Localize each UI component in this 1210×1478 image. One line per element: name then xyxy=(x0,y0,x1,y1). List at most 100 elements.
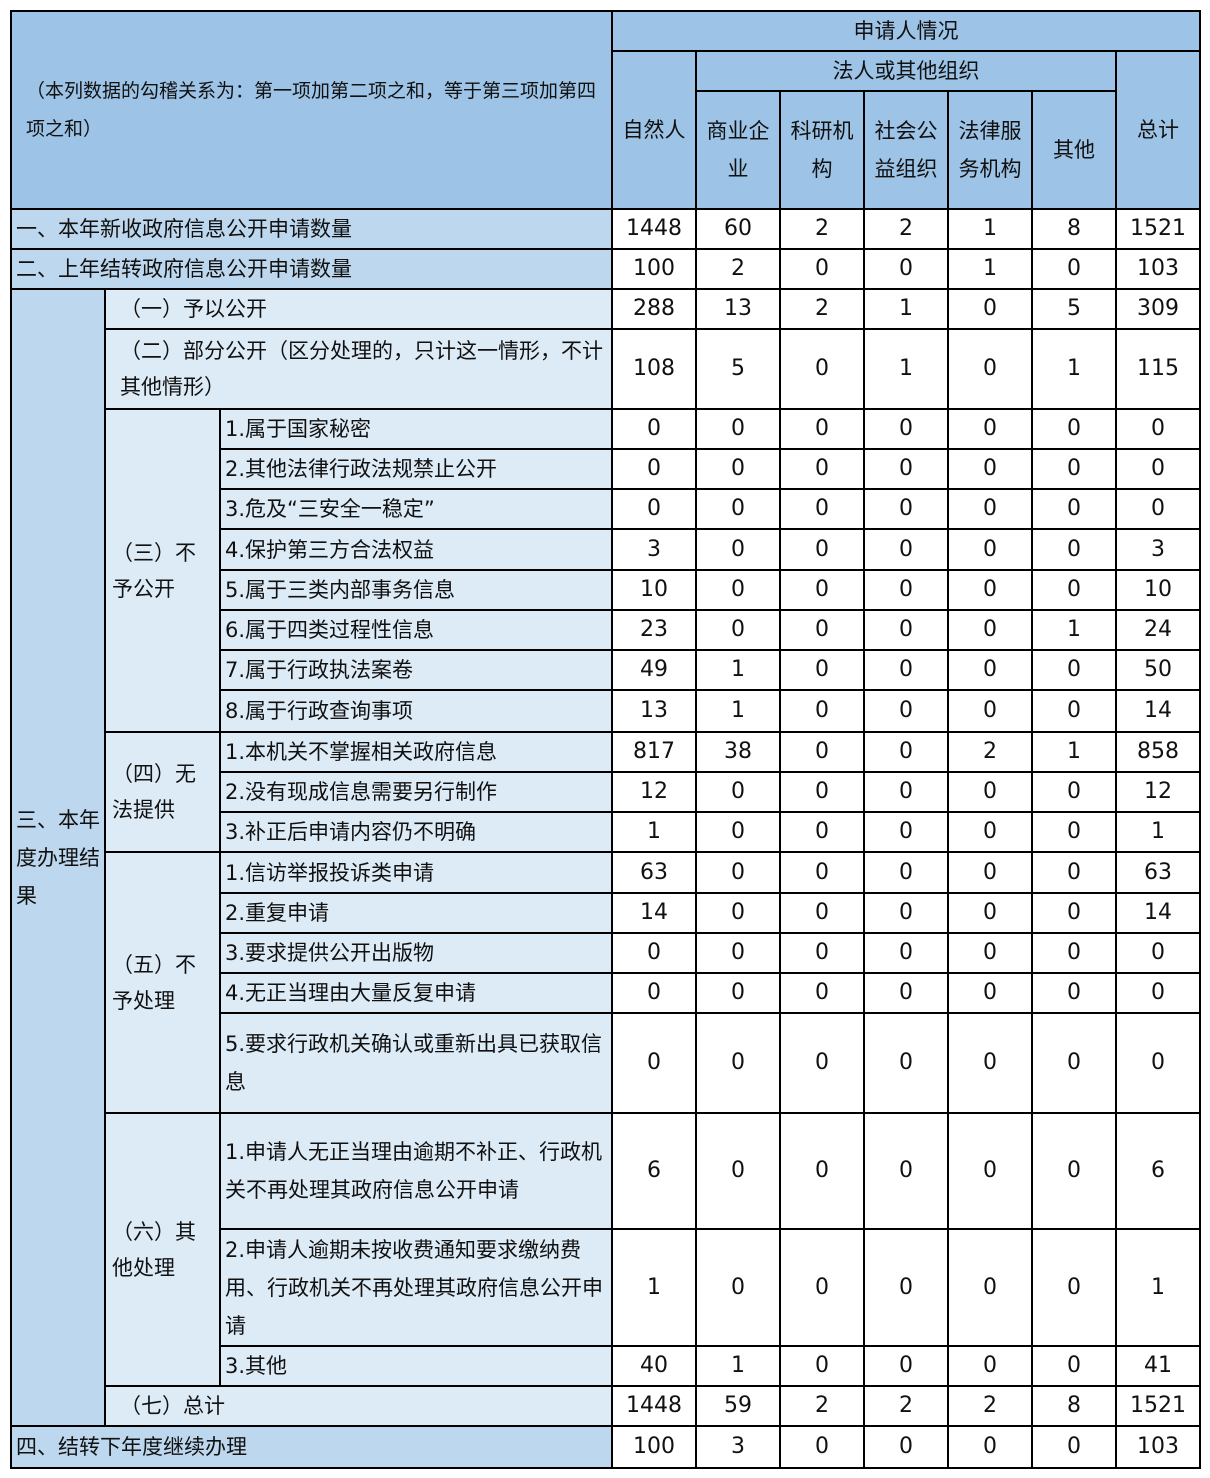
value-cell: 3 xyxy=(695,1425,782,1469)
value-cell: 49 xyxy=(611,649,698,691)
value-cell: 0 xyxy=(947,1345,1034,1387)
result-group-label: 三、本年度办理结果 xyxy=(10,288,106,1427)
value-cell: 858 xyxy=(1115,731,1202,773)
value-cell: 0 xyxy=(863,649,950,691)
value-cell: 2 xyxy=(947,1385,1034,1427)
value-cell: 0 xyxy=(947,932,1034,974)
header-note: （本列数据的勾稽关系为：第一项加第二项之和，等于第三项加第四项之和） xyxy=(9,10,614,210)
row-label: 2.申请人逾期未按收费通知要求缴纳费用、行政机关不再处理其政府信息公开申请 xyxy=(218,1228,614,1347)
table-row: （三）不予公开 1.属于国家秘密 0 0 0 0 0 0 0 xyxy=(11,408,1202,733)
value-cell: 1 xyxy=(1031,731,1118,773)
value-cell: 0 xyxy=(611,448,698,490)
row-label: 二、上年结转政府信息公开申请数量 xyxy=(9,248,614,290)
row-label: 3.要求提供公开出版物 xyxy=(218,932,614,974)
value-cell: 0 xyxy=(695,488,782,530)
row-label: 6.属于四类过程性信息 xyxy=(218,609,614,651)
value-cell: 2 xyxy=(779,208,866,250)
value-cell: 0 xyxy=(947,328,1034,410)
value-cell: 59 xyxy=(695,1385,782,1427)
value-cell: 0 xyxy=(947,1012,1034,1114)
table-row: 7.属于行政执法案卷 49 1 0 0 0 0 50 xyxy=(11,649,1202,691)
table-row: （二）部分公开（区分处理的，只计这一情形，不计其他情形） 108 5 0 1 0 1 115 xyxy=(11,328,1202,410)
value-cell: 3 xyxy=(611,528,698,571)
value-cell: 0 xyxy=(695,972,782,1014)
value-cell: 0 xyxy=(863,731,950,773)
value-cell: 0 xyxy=(779,609,866,651)
table-row: 三、本年度办理结果 （一）予以公开 288 13 2 1 0 5 309 xyxy=(10,288,1202,1427)
value-cell: 0 xyxy=(1115,448,1202,490)
value-cell: 0 xyxy=(1115,932,1202,974)
table-row: 2.没有现成信息需要另行制作 12 0 0 0 0 0 12 xyxy=(11,771,1202,813)
value-cell: 0 xyxy=(1031,771,1118,813)
value-cell: 0 xyxy=(779,731,866,773)
value-cell: 0 xyxy=(1031,1345,1118,1387)
statistics-table: （本列数据的勾稽关系为：第一项加第二项之和，等于第三项加第四项之和） 申请人情况… xyxy=(9,10,1202,1469)
table-row: 5.属于三类内部事务信息 10 0 0 0 0 0 10 xyxy=(11,569,1202,611)
value-cell: 1 xyxy=(863,328,950,410)
value-cell: 0 xyxy=(695,448,782,490)
value-cell: 108 xyxy=(611,328,698,410)
value-cell: 309 xyxy=(1115,288,1202,330)
value-cell: 0 xyxy=(863,448,950,490)
value-cell: 0 xyxy=(695,811,782,853)
table-row: 8.属于行政查询事项 13 1 0 0 0 0 14 xyxy=(11,689,1202,733)
table-row: 二、上年结转政府信息公开申请数量 100 2 0 0 1 0 103 xyxy=(9,248,1202,290)
value-cell: 0 xyxy=(947,569,1034,611)
value-cell: 103 xyxy=(1115,248,1202,290)
value-cell: 0 xyxy=(695,1228,782,1347)
value-cell: 1448 xyxy=(611,1385,698,1427)
value-cell: 0 xyxy=(1031,569,1118,611)
value-cell: 100 xyxy=(611,248,698,290)
header-col: 其他 xyxy=(1031,90,1118,210)
value-cell: 0 xyxy=(863,972,950,1014)
subgroup-label: （五）不予处理 xyxy=(104,851,221,1114)
table-row: 2.申请人逾期未按收费通知要求缴纳费用、行政机关不再处理其政府信息公开申请 1 0 0… xyxy=(11,1228,1202,1347)
value-cell: 100 xyxy=(611,1425,698,1469)
value-cell: 0 xyxy=(1031,1425,1118,1469)
value-cell: 38 xyxy=(695,731,782,773)
value-cell: 2 xyxy=(863,208,950,250)
row-label: 四、结转下年度继续办理 xyxy=(9,1425,614,1469)
value-cell: 288 xyxy=(611,288,698,330)
value-cell: 1 xyxy=(611,811,698,853)
row-label: （一）予以公开 xyxy=(103,288,614,330)
value-cell: 0 xyxy=(1031,892,1118,934)
value-cell: 13 xyxy=(611,689,698,733)
value-cell: 0 xyxy=(779,1425,866,1469)
value-cell: 0 xyxy=(779,1228,866,1347)
value-cell: 12 xyxy=(1115,771,1202,813)
value-cell: 0 xyxy=(863,1345,950,1387)
row-label: 2.其他法律行政法规禁止公开 xyxy=(218,448,614,490)
value-cell: 0 xyxy=(779,892,866,934)
value-cell: 1 xyxy=(1115,1228,1202,1347)
value-cell: 0 xyxy=(695,569,782,611)
value-cell: 0 xyxy=(695,609,782,651)
value-cell: 0 xyxy=(611,408,698,450)
value-cell: 12 xyxy=(611,771,698,813)
value-cell: 0 xyxy=(1031,972,1118,1014)
value-cell: 0 xyxy=(947,1112,1034,1230)
value-cell: 1 xyxy=(1031,328,1118,410)
row-label: 一、本年新收政府信息公开申请数量 xyxy=(9,208,614,250)
value-cell: 63 xyxy=(611,851,698,894)
value-cell: 0 xyxy=(779,771,866,813)
row-label: 4.无正当理由大量反复申请 xyxy=(218,972,614,1014)
value-cell: 0 xyxy=(947,689,1034,733)
value-cell: 1448 xyxy=(611,208,698,250)
value-cell: 0 xyxy=(947,851,1034,894)
row-label: （二）部分公开（区分处理的，只计这一情形，不计其他情形） xyxy=(103,328,614,410)
value-cell: 1 xyxy=(863,288,950,330)
row-label: 1.信访举报投诉类申请 xyxy=(218,851,614,894)
value-cell: 0 xyxy=(947,288,1034,330)
value-cell: 14 xyxy=(1115,892,1202,934)
value-cell: 0 xyxy=(695,771,782,813)
value-cell: 1 xyxy=(695,649,782,691)
value-cell: 0 xyxy=(611,488,698,530)
value-cell: 2 xyxy=(947,731,1034,773)
header-applicant: 申请人情况 xyxy=(611,10,1202,52)
table-row: （四）无法提供 1.本机关不掌握相关政府信息 817 38 0 0 2 1 858 xyxy=(11,731,1202,853)
value-cell: 1 xyxy=(947,248,1034,290)
value-cell: 0 xyxy=(695,1012,782,1114)
value-cell: 1521 xyxy=(1115,208,1202,250)
value-cell: 0 xyxy=(947,771,1034,813)
